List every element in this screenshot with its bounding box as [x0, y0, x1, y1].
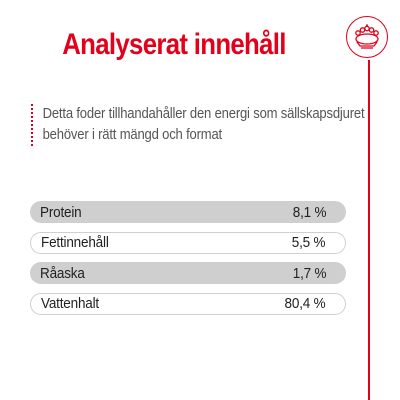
nutrient-name: Vattenhalt [41, 295, 100, 312]
nutrient-table: Protein 8,1 % Fettinnehåll 5,5 % Råaska … [30, 201, 346, 323]
nutrient-row-moisture: Vattenhalt 80,4 % [30, 292, 346, 315]
description-marker [31, 104, 33, 146]
nutrient-value: 8,1 % [292, 203, 326, 221]
nutrient-name: Protein [40, 203, 82, 221]
nutrient-value: 1,7 % [292, 264, 326, 282]
nutrient-value: 80,4 % [284, 295, 325, 312]
nutrient-row-ash: Råaska 1,7 % [30, 262, 346, 284]
nutrient-name: Fettinnehåll [41, 234, 109, 251]
right-divider-line [368, 60, 370, 400]
description-text: Detta foder tillhandahåller den energi s… [42, 106, 365, 143]
page-title: Analyserat innehåll [62, 28, 286, 61]
nutrient-name: Råaska [40, 264, 85, 282]
brand-badge [346, 16, 388, 58]
nutrient-row-protein: Protein 8,1 % [30, 201, 346, 223]
nutrient-value: 5,5 % [291, 234, 325, 251]
crown-icon [355, 24, 379, 49]
nutrient-row-fat: Fettinnehåll 5,5 % [30, 231, 346, 254]
